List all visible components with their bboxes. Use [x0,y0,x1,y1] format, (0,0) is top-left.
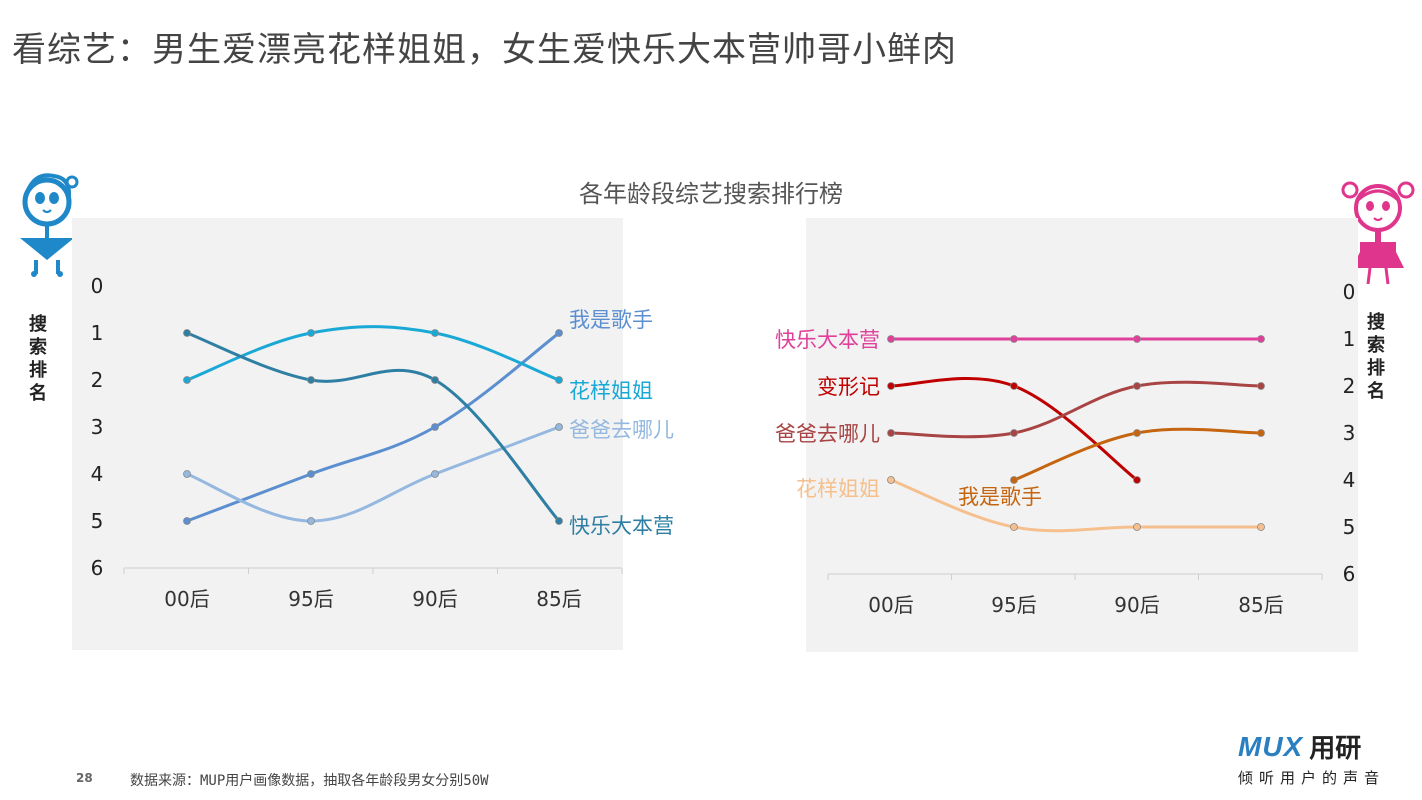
data-point [307,376,315,384]
data-point [887,429,895,437]
data-point [1257,382,1265,390]
data-point [1257,429,1265,437]
y-tick-label: 4 [1343,468,1356,492]
data-point [431,423,439,431]
data-point [887,382,895,390]
y-tick-label: 2 [1343,374,1356,398]
series-line [186,331,561,522]
data-point [183,376,191,384]
data-point [431,376,439,384]
data-point [183,517,191,525]
page-title: 看综艺：男生爱漂亮花样姐姐，女生爱快乐大本营帅哥小鲜肉 [12,30,957,70]
data-point [307,329,315,337]
boy-icon [20,173,79,277]
page-number: 28 [76,771,93,785]
y-tick-label: 4 [91,462,104,486]
data-point [1010,429,1018,437]
series-label: 爸爸去哪儿 [569,418,674,442]
y-tick-label: 0 [1343,280,1356,304]
y-tick-label: 1 [91,321,104,345]
data-point [307,470,315,478]
series-line [186,425,560,523]
data-point [887,476,895,484]
mux-logo: MUX 用研 倾听用户的声音 [1238,728,1398,788]
data-source-note: 数据来源：MUP用户画像数据，抽取各年龄段男女分别50W [130,773,489,789]
y-tick-label: 2 [91,368,104,392]
data-point [1133,523,1141,531]
data-point [183,470,191,478]
data-point [555,423,563,431]
series-label: 快乐大本营 [569,514,674,538]
data-point [1010,523,1018,531]
x-tick-label: 85后 [1238,593,1283,617]
x-tick-label: 95后 [991,593,1036,617]
logo-name: 用研 [1309,734,1362,764]
x-tick-label: 00后 [164,587,209,611]
data-point [1257,523,1265,531]
data-point [1257,335,1265,343]
chart-title: 各年龄段综艺搜索排行榜 [579,180,843,208]
left-chart-panel [72,218,623,650]
data-point [431,329,439,337]
data-point [555,376,563,384]
left-y-axis-label: 搜索排名 [29,314,47,404]
data-point [1133,429,1141,437]
data-point [431,470,439,478]
data-point [307,517,315,525]
series-label: 快乐大本营 [775,328,880,352]
data-point [183,329,191,337]
logo-slogan: 倾听用户的声音 [1238,769,1386,787]
y-tick-label: 6 [1343,562,1356,586]
y-tick-label: 3 [1343,421,1356,445]
data-point [555,329,563,337]
data-point [1010,335,1018,343]
series-line [890,380,1262,439]
y-tick-label: 6 [91,556,104,580]
series-line [890,478,1261,533]
data-point [1010,382,1018,390]
x-tick-label: 90后 [412,587,457,611]
girl-icon [1341,181,1415,285]
logo-brand: MUX [1238,730,1304,762]
data-point [1133,476,1141,484]
right-chart-panel [806,218,1358,652]
y-tick-label: 0 [91,274,104,298]
x-tick-label: 85后 [536,587,581,611]
data-point [887,335,895,343]
data-point [1010,476,1018,484]
data-point [1133,335,1141,343]
data-point [1133,382,1141,390]
series-label: 我是歌手 [569,308,653,332]
y-tick-label: 1 [1343,327,1356,351]
series-label: 我是歌手 [958,485,1042,509]
series-label: 花样姐姐 [796,477,880,501]
series-label: 变形记 [817,375,880,399]
x-tick-label: 95后 [288,587,333,611]
y-tick-label: 3 [91,415,104,439]
series-label: 花样姐姐 [569,379,653,403]
x-tick-label: 90后 [1114,593,1159,617]
y-tick-label: 5 [1343,515,1356,539]
series-label: 爸爸去哪儿 [775,422,880,446]
x-tick-label: 00后 [868,593,913,617]
data-point [555,517,563,525]
right-y-axis-label: 搜索排名 [1367,312,1385,402]
y-tick-label: 5 [91,509,104,533]
